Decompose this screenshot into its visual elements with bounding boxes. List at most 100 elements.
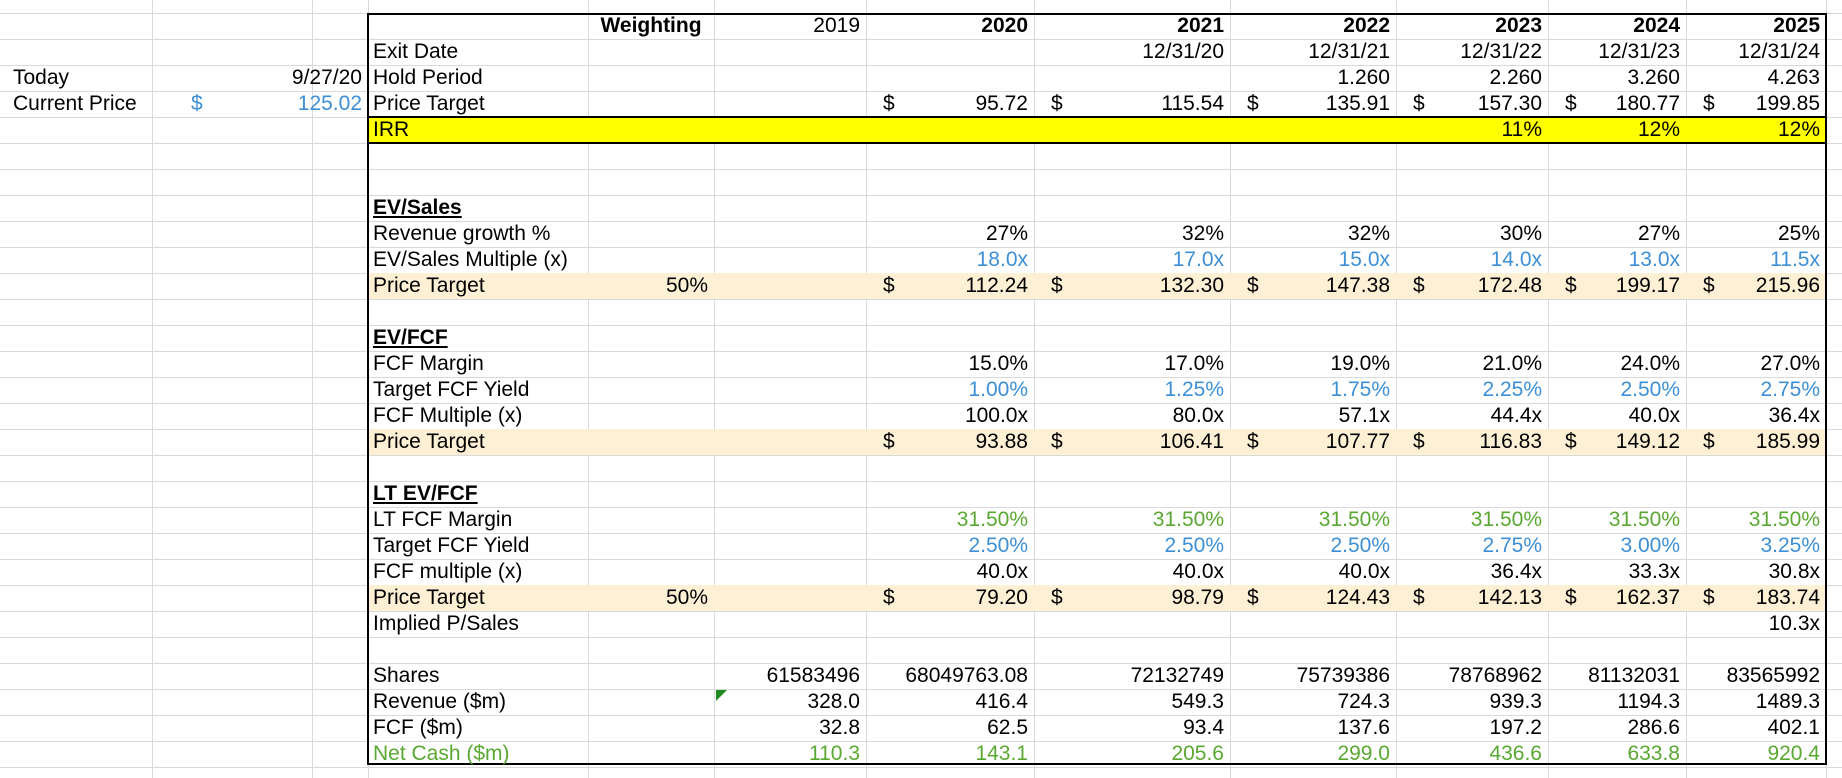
fcf-multiple-2025[interactable]: 36.4x xyxy=(1768,404,1820,427)
fcf-2019[interactable]: 32.8 xyxy=(819,716,860,739)
shares-2025[interactable]: 83565992 xyxy=(1726,664,1820,687)
revenue-2019[interactable]: 328.0 xyxy=(807,690,860,713)
target-fcf-yield-2024[interactable]: 2.50% xyxy=(1620,378,1680,401)
ev-fcf-price-target-2023[interactable]: 116.83 xyxy=(1479,430,1542,453)
lt-fcf-multiple-2020[interactable]: 40.0x xyxy=(976,560,1028,583)
ev-fcf-price-target-2020[interactable]: 93.88 xyxy=(975,430,1028,453)
fcf-2022[interactable]: 137.6 xyxy=(1337,716,1390,739)
ev-sales-multiple-2022[interactable]: 15.0x xyxy=(1338,248,1390,271)
lt-price-target-2025[interactable]: 183.74 xyxy=(1755,586,1820,609)
exit-date-2023[interactable]: 12/31/22 xyxy=(1460,40,1542,63)
lt-target-fcf-yield-2022[interactable]: 2.50% xyxy=(1330,534,1390,557)
revenue-2022[interactable]: 724.3 xyxy=(1337,690,1390,713)
ev-fcf-price-target-2022[interactable]: 107.77 xyxy=(1325,430,1390,453)
lt-fcf-margin-2023[interactable]: 31.50% xyxy=(1470,508,1542,531)
net-cash-2021[interactable]: 205.6 xyxy=(1171,742,1224,765)
fcf-margin-2023[interactable]: 21.0% xyxy=(1482,352,1542,375)
fcf-margin-2022[interactable]: 19.0% xyxy=(1330,352,1390,375)
lt-target-fcf-yield-2023[interactable]: 2.75% xyxy=(1482,534,1542,557)
current-price-value[interactable]: 125.02 xyxy=(297,92,362,115)
ev-sales-price-target-2023[interactable]: 172.48 xyxy=(1477,274,1542,297)
fcf-margin-2020[interactable]: 15.0% xyxy=(968,352,1028,375)
revenue-2024[interactable]: 1194.3 xyxy=(1617,690,1680,713)
irr-2025[interactable]: 12% xyxy=(1777,118,1820,141)
price-target-2025[interactable]: 199.85 xyxy=(1755,92,1820,115)
lt-price-target-2023[interactable]: 142.13 xyxy=(1477,586,1542,609)
shares-2021[interactable]: 72132749 xyxy=(1130,664,1224,687)
hold-period-2022[interactable]: 1.260 xyxy=(1337,66,1390,89)
price-target-2021[interactable]: 115.54 xyxy=(1161,92,1224,115)
implied-p-sales-2025[interactable]: 10.3x xyxy=(1768,612,1820,635)
fcf-2021[interactable]: 93.4 xyxy=(1183,716,1224,739)
fcf-2024[interactable]: 286.6 xyxy=(1627,716,1680,739)
lt-fcf-margin-2025[interactable]: 31.50% xyxy=(1748,508,1820,531)
lt-fcf-margin-2021[interactable]: 31.50% xyxy=(1152,508,1224,531)
lt-target-fcf-yield-2020[interactable]: 2.50% xyxy=(968,534,1028,557)
target-fcf-yield-2021[interactable]: 1.25% xyxy=(1164,378,1224,401)
ev-sales-price-target-2024[interactable]: 199.17 xyxy=(1615,274,1680,297)
ev-sales-multiple-2024[interactable]: 13.0x xyxy=(1628,248,1680,271)
net-cash-2024[interactable]: 633.8 xyxy=(1627,742,1680,765)
ev-sales-multiple-2025[interactable]: 11.5x xyxy=(1770,248,1820,271)
revenue-growth-2025[interactable]: 25% xyxy=(1777,222,1820,245)
fcf-multiple-2023[interactable]: 44.4x xyxy=(1490,404,1542,427)
hold-period-2024[interactable]: 3.260 xyxy=(1627,66,1680,89)
revenue-growth-2021[interactable]: 32% xyxy=(1181,222,1224,245)
irr-2023[interactable]: 11% xyxy=(1501,118,1542,141)
target-fcf-yield-2025[interactable]: 2.75% xyxy=(1760,378,1820,401)
lt-fcf-multiple-2022[interactable]: 40.0x xyxy=(1338,560,1390,583)
fcf-margin-2025[interactable]: 27.0% xyxy=(1760,352,1820,375)
target-fcf-yield-2020[interactable]: 1.00% xyxy=(968,378,1028,401)
ev-sales-multiple-2020[interactable]: 18.0x xyxy=(976,248,1028,271)
exit-date-2021[interactable]: 12/31/20 xyxy=(1142,40,1224,63)
fcf-multiple-2024[interactable]: 40.0x xyxy=(1628,404,1680,427)
lt-ev-fcf-weighting[interactable]: 50% xyxy=(665,586,708,609)
lt-price-target-2022[interactable]: 124.43 xyxy=(1325,586,1390,609)
irr-2024[interactable]: 12% xyxy=(1637,118,1680,141)
lt-fcf-multiple-2023[interactable]: 36.4x xyxy=(1490,560,1542,583)
revenue-2020[interactable]: 416.4 xyxy=(975,690,1028,713)
shares-2020[interactable]: 68049763.08 xyxy=(905,664,1028,687)
revenue-growth-2020[interactable]: 27% xyxy=(985,222,1028,245)
price-target-2022[interactable]: 135.91 xyxy=(1325,92,1390,115)
ev-sales-price-target-2021[interactable]: 132.30 xyxy=(1159,274,1224,297)
fcf-2025[interactable]: 402.1 xyxy=(1767,716,1820,739)
fcf-multiple-2021[interactable]: 80.0x xyxy=(1172,404,1224,427)
lt-price-target-2024[interactable]: 162.37 xyxy=(1615,586,1680,609)
revenue-growth-2023[interactable]: 30% xyxy=(1499,222,1542,245)
lt-target-fcf-yield-2024[interactable]: 3.00% xyxy=(1620,534,1680,557)
ev-fcf-price-target-2025[interactable]: 185.99 xyxy=(1755,430,1820,453)
price-target-2023[interactable]: 157.30 xyxy=(1477,92,1542,115)
revenue-growth-2022[interactable]: 32% xyxy=(1347,222,1390,245)
ev-sales-multiple-2023[interactable]: 14.0x xyxy=(1490,248,1542,271)
ev-sales-price-target-2025[interactable]: 215.96 xyxy=(1755,274,1820,297)
lt-price-target-2020[interactable]: 79.20 xyxy=(975,586,1028,609)
exit-date-2024[interactable]: 12/31/23 xyxy=(1598,40,1680,63)
lt-fcf-margin-2024[interactable]: 31.50% xyxy=(1608,508,1680,531)
ev-sales-multiple-2021[interactable]: 17.0x xyxy=(1172,248,1224,271)
price-target-2024[interactable]: 180.77 xyxy=(1615,92,1680,115)
exit-date-2025[interactable]: 12/31/24 xyxy=(1738,40,1820,63)
net-cash-2025[interactable]: 920.4 xyxy=(1767,742,1820,765)
lt-fcf-multiple-2024[interactable]: 33.3x xyxy=(1628,560,1680,583)
lt-fcf-margin-2022[interactable]: 31.50% xyxy=(1318,508,1390,531)
target-fcf-yield-2023[interactable]: 2.25% xyxy=(1482,378,1542,401)
ev-sales-price-target-2020[interactable]: 112.24 xyxy=(965,274,1028,297)
net-cash-2022[interactable]: 299.0 xyxy=(1337,742,1390,765)
lt-price-target-2021[interactable]: 98.79 xyxy=(1171,586,1224,609)
net-cash-2023[interactable]: 436.6 xyxy=(1489,742,1542,765)
fcf-multiple-2022[interactable]: 57.1x xyxy=(1338,404,1390,427)
price-target-2020[interactable]: 95.72 xyxy=(975,92,1028,115)
fcf-2023[interactable]: 197.2 xyxy=(1489,716,1542,739)
lt-fcf-multiple-2025[interactable]: 30.8x xyxy=(1768,560,1820,583)
lt-fcf-multiple-2021[interactable]: 40.0x xyxy=(1172,560,1224,583)
shares-2023[interactable]: 78768962 xyxy=(1448,664,1542,687)
revenue-2021[interactable]: 549.3 xyxy=(1171,690,1224,713)
ev-fcf-price-target-2021[interactable]: 106.41 xyxy=(1159,430,1224,453)
revenue-2025[interactable]: 1489.3 xyxy=(1755,690,1820,713)
net-cash-2019[interactable]: 110.3 xyxy=(809,742,860,765)
today-value[interactable]: 9/27/20 xyxy=(291,66,362,89)
lt-target-fcf-yield-2025[interactable]: 3.25% xyxy=(1760,534,1820,557)
ev-sales-price-target-2022[interactable]: 147.38 xyxy=(1325,274,1390,297)
fcf-2020[interactable]: 62.5 xyxy=(987,716,1028,739)
